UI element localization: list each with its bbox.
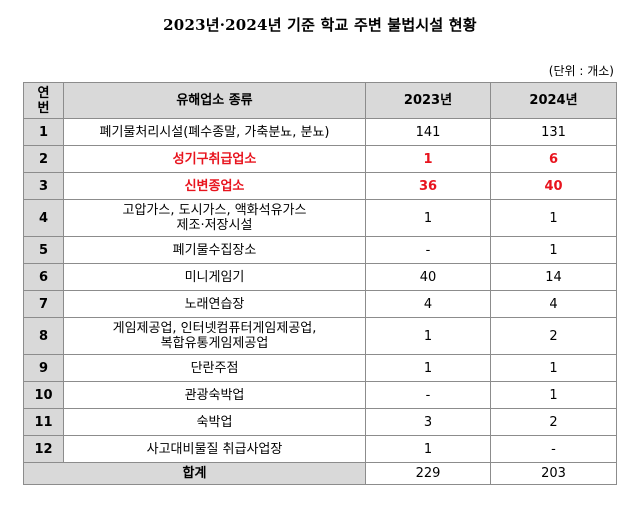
row-number: 5 (23, 236, 64, 264)
row-number: 4 (23, 199, 64, 237)
header-2023: 2023년 (365, 82, 491, 119)
row-type: 노래연습장 (63, 290, 366, 318)
row-value-2023: 4 (365, 290, 491, 318)
row-value-2024: 1 (490, 354, 617, 382)
row-number: 10 (23, 381, 64, 409)
row-type: 신변종업소 (63, 172, 366, 200)
table-row: 12 사고대비물질 취급사업장 1- (23, 435, 617, 463)
facilities-table: 연 번 유해업소 종류 2023년 2024년 1 폐기물처리시설(폐수종말, 가… (23, 82, 617, 485)
row-type: 미니게임기 (63, 263, 366, 291)
table-row: 10 관광숙박업 -1 (23, 381, 617, 409)
table-row: 11 숙박업 3 2 (23, 408, 617, 436)
row-value-2024: 40 (490, 172, 617, 200)
table-row: 4 고압가스, 도시가스, 액화석유가스 제조·저장시설 1 1 (23, 199, 617, 237)
document-title: 2023년·2024년 기준 학교 주변 불법시설 현황 (163, 16, 477, 34)
row-value-2023: 40 (365, 263, 491, 291)
row-value-2023: 1 (365, 354, 491, 382)
table-row: 8 게임제공업, 인터넷컴퓨터게임제공업, 복합유통게임제공업 1 2 (23, 317, 617, 355)
row-number: 8 (23, 317, 64, 355)
total-label: 합계 (23, 462, 366, 485)
row-type-line: 단란주점 (190, 360, 239, 376)
row-type-line: 게임제공업, 인터넷컴퓨터게임제공업, (112, 321, 317, 336)
row-value-2023: 3 (365, 408, 491, 436)
row-value-2023: 36 (365, 172, 491, 200)
row-value-2024: 2 (490, 317, 617, 355)
row-type: 관광숙박업 (63, 381, 366, 409)
row-number: 6 (23, 263, 64, 291)
row-type-line: 사고대비물질 취급사업장 (146, 441, 283, 457)
header-no-bottom: 번 (37, 100, 50, 116)
row-value-2024: 1 (490, 236, 617, 264)
row-type-line: 고압가스, 도시가스, 액화석유가스 (122, 203, 307, 218)
row-value-2024: 131 (490, 118, 617, 146)
row-type-line: 관광숙박업 (184, 387, 245, 403)
row-value-2023: - (365, 381, 491, 409)
row-type: 성기구취급업소 (63, 145, 366, 173)
row-value-2023: 141 (365, 118, 491, 146)
row-type: 단란주점 (63, 354, 366, 382)
row-value-2023: 1 (365, 145, 491, 173)
row-type-line: 성기구취급업소 (172, 151, 257, 167)
row-value-2024: 14 (490, 263, 617, 291)
row-number: 12 (23, 435, 64, 463)
row-type: 사고대비물질 취급사업장 (63, 435, 366, 463)
row-type: 폐기물수집장소 (63, 236, 366, 264)
row-number: 1 (23, 118, 64, 146)
row-value-2023: 1 (365, 317, 491, 355)
row-number: 11 (23, 408, 64, 436)
table-row: 1 폐기물처리시설(폐수종말, 가축분뇨, 분뇨) 141 131 (23, 118, 617, 146)
header-no-top: 연 (37, 85, 50, 101)
header-2024: 2024년 (490, 82, 617, 119)
table-row: 5 폐기물수집장소 -1 (23, 236, 617, 264)
row-type-line: 폐기물처리시설(폐수종말, 가축분뇨, 분뇨) (99, 124, 330, 140)
row-type-line: 숙박업 (196, 414, 233, 430)
row-value-2024: 6 (490, 145, 617, 173)
row-type-line: 복합유통게임제공업 (160, 336, 269, 351)
table-row: 2 성기구취급업소 1 6 (23, 145, 617, 173)
total-value-2023: 229 (365, 462, 491, 485)
row-type-line: 폐기물수집장소 (172, 242, 257, 258)
total-row: 합계 229 203 (23, 462, 617, 485)
row-value-2024: 4 (490, 290, 617, 318)
row-value-2023: - (365, 236, 491, 264)
row-number: 7 (23, 290, 64, 318)
table-row: 9 단란주점 1 1 (23, 354, 617, 382)
row-type-line: 노래연습장 (184, 296, 245, 312)
table-row: 6 미니게임기 40 14 (23, 263, 617, 291)
row-value-2023: 1 (365, 435, 491, 463)
row-value-2024: 1 (490, 381, 617, 409)
row-value-2024: 2 (490, 408, 617, 436)
total-value-2024: 203 (490, 462, 617, 485)
row-value-2024: 1 (490, 199, 617, 237)
unit-label: (단위 : 개소) (548, 64, 614, 78)
row-type: 숙박업 (63, 408, 366, 436)
row-number: 3 (23, 172, 64, 200)
row-number: 9 (23, 354, 64, 382)
row-type: 폐기물처리시설(폐수종말, 가축분뇨, 분뇨) (63, 118, 366, 146)
table-row: 7 노래연습장 4 4 (23, 290, 617, 318)
table-row: 3 신변종업소 36 40 (23, 172, 617, 200)
row-type-line: 미니게임기 (184, 269, 245, 285)
header-type: 유해업소 종류 (63, 82, 366, 119)
table-header-row: 연 번 유해업소 종류 2023년 2024년 (23, 82, 617, 119)
row-value-2023: 1 (365, 199, 491, 237)
row-number: 2 (23, 145, 64, 173)
row-value-2024: - (490, 435, 617, 463)
row-type: 게임제공업, 인터넷컴퓨터게임제공업, 복합유통게임제공업 (63, 317, 366, 355)
table-body: 1 폐기물처리시설(폐수종말, 가축분뇨, 분뇨) 141 131 2 성기구취급업소 1 6… (23, 118, 617, 485)
row-type-line: 신변종업소 (184, 178, 245, 194)
row-type: 고압가스, 도시가스, 액화석유가스 제조·저장시설 (63, 199, 366, 237)
row-type-line: 제조·저장시설 (176, 218, 253, 233)
header-no: 연 번 (23, 82, 64, 119)
